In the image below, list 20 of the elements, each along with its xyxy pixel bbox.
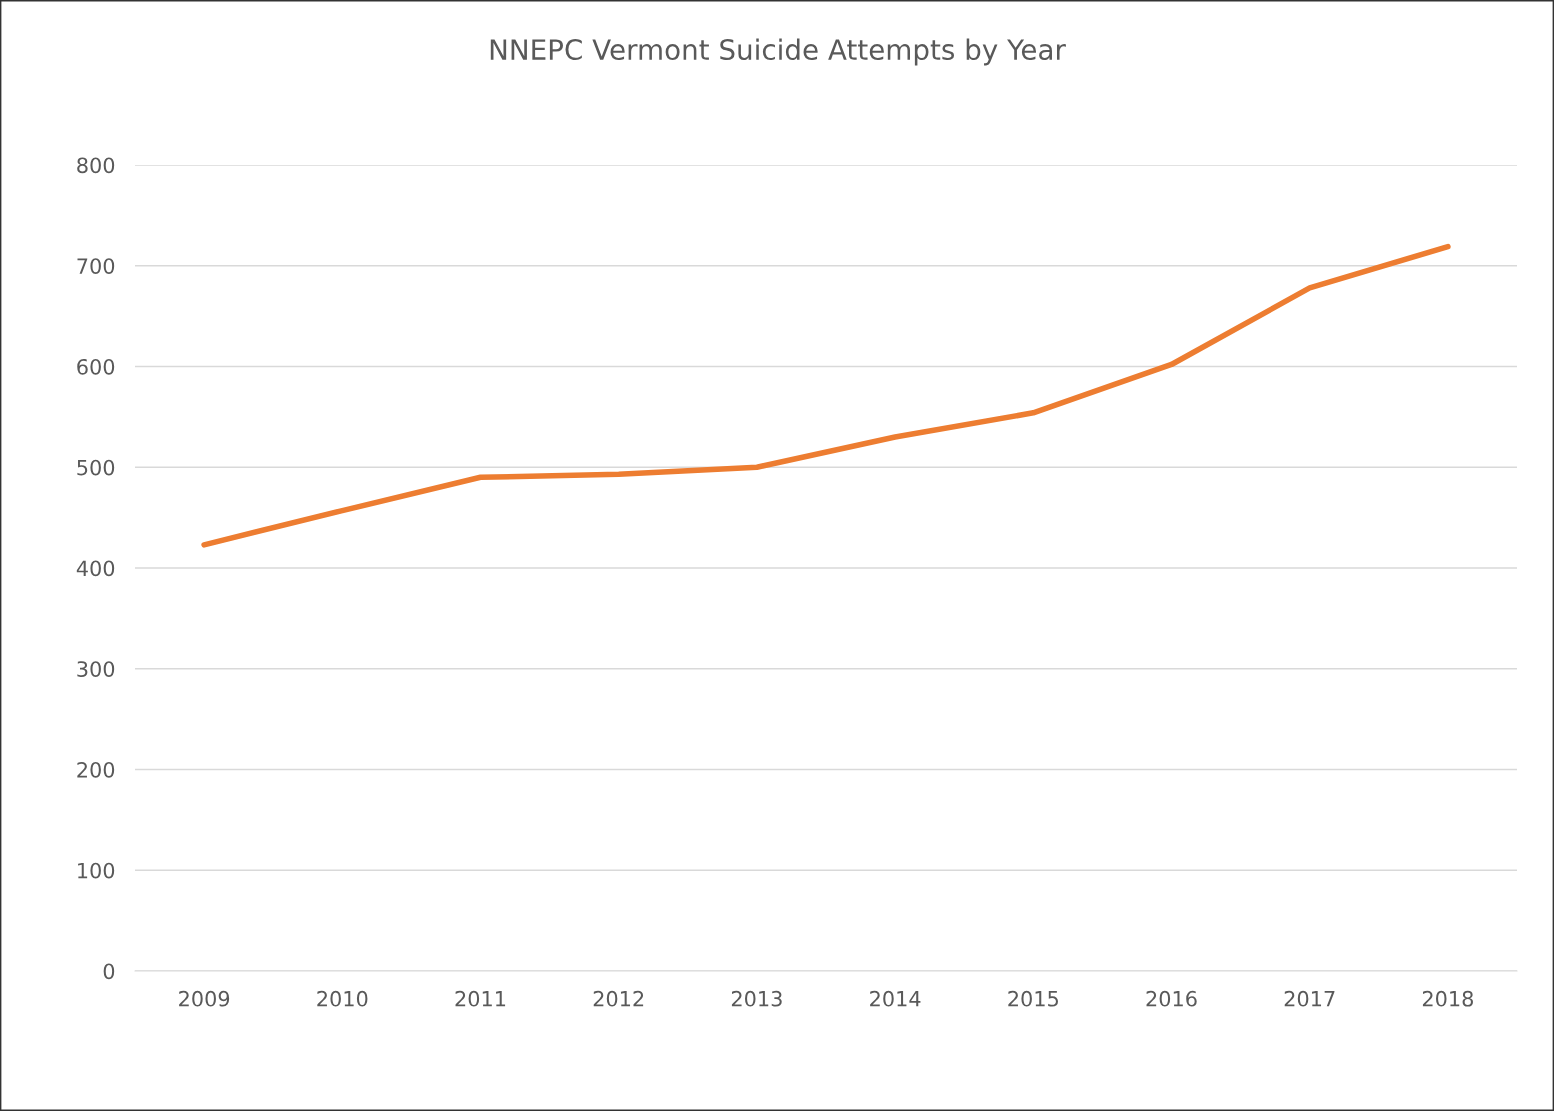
chart-title: NNEPC Vermont Suicide Attempts by Year bbox=[490, 38, 1066, 66]
x-tick-label: 2013 bbox=[731, 990, 782, 1007]
y-tick-label: 800 bbox=[77, 157, 115, 174]
x-tick-label: 2012 bbox=[593, 990, 644, 1007]
y-tick-label: 500 bbox=[77, 459, 115, 476]
x-tick-label: 2016 bbox=[1146, 990, 1197, 1007]
x-tick-label: 2010 bbox=[317, 990, 368, 1007]
y-tick-label: 600 bbox=[77, 358, 115, 375]
x-tick-label: 2014 bbox=[870, 990, 921, 1007]
x-tick-label: 2017 bbox=[1284, 990, 1335, 1007]
y-tick-label: 200 bbox=[77, 761, 115, 778]
x-tick-label: 2018 bbox=[1422, 990, 1473, 1007]
x-tick-label: 2009 bbox=[179, 990, 230, 1007]
y-tick-label: 700 bbox=[77, 258, 115, 274]
x-tick-label: 2015 bbox=[1008, 990, 1058, 1007]
y-tick-label: 300 bbox=[77, 661, 115, 677]
x-tick-label: 2011 bbox=[455, 990, 506, 1007]
y-tick-label: 0 bbox=[103, 963, 115, 980]
y-tick-label: 400 bbox=[76, 560, 115, 577]
y-tick-label: 100 bbox=[78, 862, 115, 879]
